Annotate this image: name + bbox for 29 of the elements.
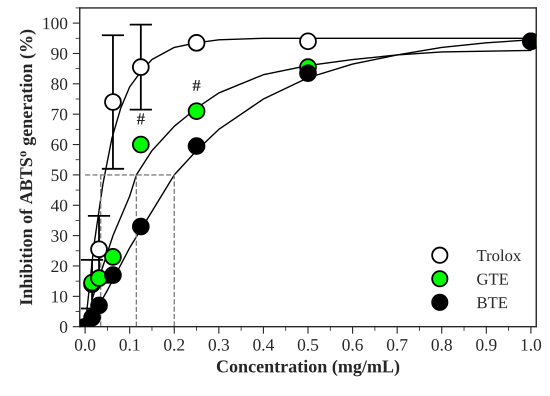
y-tick-label: 50	[52, 169, 68, 182]
annotation: #	[192, 80, 200, 91]
x-tick-label: 0.7	[386, 339, 408, 351]
x-tick-label: 0.4	[253, 339, 274, 351]
y-tick-label: 60	[51, 139, 68, 151]
x-tick-label: 0.2	[164, 339, 184, 351]
x-tick-label: 0.1	[119, 339, 140, 351]
y-tick-label: 80	[51, 78, 68, 90]
x-axis-title: Concentration (mg/mL)	[216, 360, 400, 376]
y-tick-label: 20	[51, 260, 68, 272]
y-tick-label: 30	[51, 230, 68, 242]
x-tick-label: 0.6	[342, 339, 363, 351]
legend-label: Trolox	[476, 249, 522, 262]
x-tick-label: 0.3	[208, 339, 230, 351]
x-tick-label: 0.5	[298, 339, 318, 351]
x-tick-label: 1.0	[522, 339, 542, 351]
y-tick-label: 10	[52, 290, 68, 303]
y-tick-label: 40	[50, 200, 68, 212]
x-tick-label: 0.9	[476, 339, 496, 351]
legend-label: BTE	[476, 297, 508, 308]
annotation: #	[136, 113, 145, 124]
x-tick-label: 0.8	[432, 339, 452, 351]
y-axis-title: Inhibition of ABTS$^{o}$ generation (%)	[19, 30, 36, 306]
y-tick-label: 90	[51, 48, 68, 60]
y-tick-label: 0	[60, 321, 68, 333]
y-tick-label: 100	[43, 18, 68, 30]
y-tick-label: 70	[52, 108, 68, 120]
x-tick-label: 0.0	[74, 339, 96, 351]
legend-label: GTE	[477, 274, 508, 285]
